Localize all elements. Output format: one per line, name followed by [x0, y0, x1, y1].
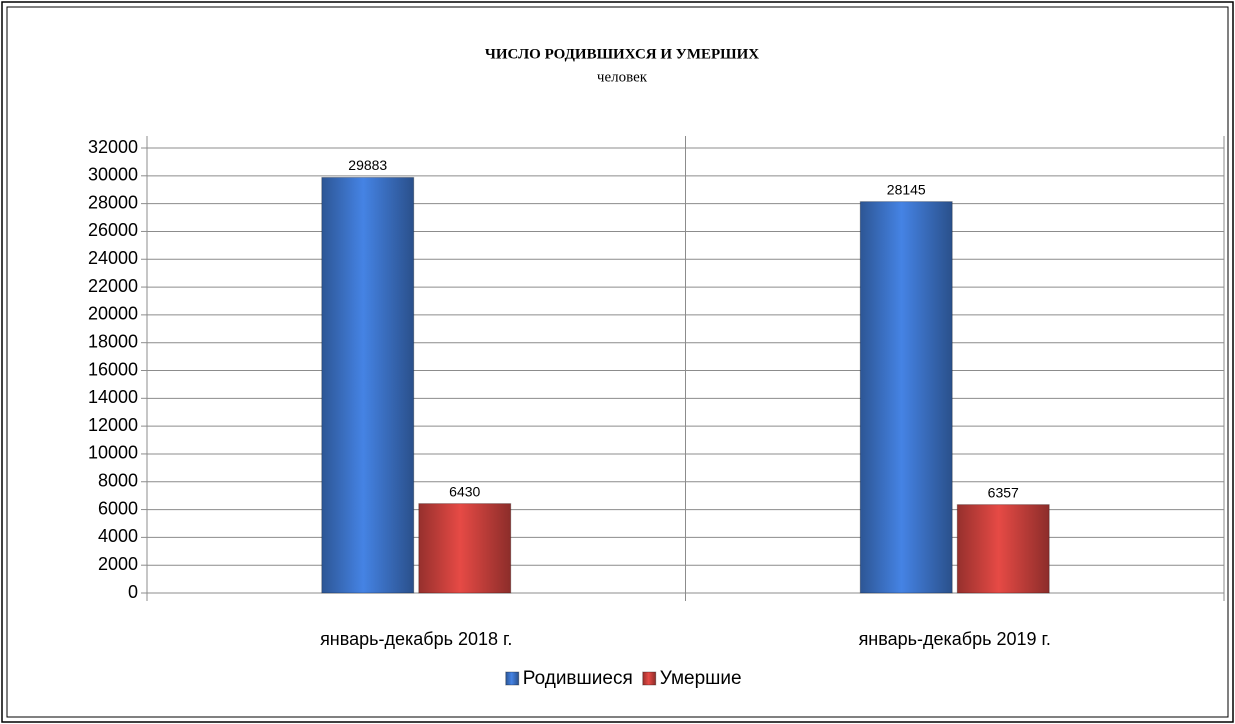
- y-tick-label: 2000: [98, 554, 138, 574]
- legend-label: Умершие: [660, 668, 742, 689]
- y-tick-label: 4000: [98, 526, 138, 546]
- y-tick-label: 32000: [88, 137, 138, 157]
- y-tick-label: 28000: [88, 192, 138, 212]
- y-tick-label: 10000: [88, 443, 138, 463]
- legend-swatch: [505, 671, 520, 686]
- y-tick-label: 8000: [98, 471, 138, 491]
- frame-inner: [6, 6, 1229, 718]
- value-label: 6357: [988, 484, 1019, 500]
- value-label: 29883: [348, 157, 387, 173]
- y-tick-label: 6000: [98, 498, 138, 518]
- bar: [859, 201, 953, 594]
- x-tick-label: январь-декабрь 2019 г.: [859, 629, 1051, 649]
- value-label: 28145: [887, 181, 926, 197]
- y-tick-label: 16000: [88, 359, 138, 379]
- y-tick-label: 22000: [88, 276, 138, 296]
- bar: [418, 503, 512, 594]
- bar: [321, 176, 415, 594]
- y-tick-label: 24000: [88, 248, 138, 268]
- legend-swatch: [642, 671, 657, 686]
- y-tick-label: 14000: [88, 387, 138, 407]
- chart-title: ЧИСЛО РОДИВШИХСЯ И УМЕРШИХ: [485, 46, 759, 62]
- bar: [956, 504, 1050, 594]
- x-tick-label: январь-декабрь 2018 г.: [320, 629, 512, 649]
- legend-label: Родившиеся: [523, 668, 633, 689]
- chart-subtitle: человек: [597, 69, 648, 85]
- y-tick-label: 30000: [88, 165, 138, 185]
- y-tick-label: 0: [128, 582, 138, 602]
- y-tick-label: 12000: [88, 415, 138, 435]
- y-tick-label: 26000: [88, 220, 138, 240]
- value-label: 6430: [449, 483, 480, 499]
- y-tick-label: 20000: [88, 304, 138, 324]
- y-tick-label: 18000: [88, 331, 138, 351]
